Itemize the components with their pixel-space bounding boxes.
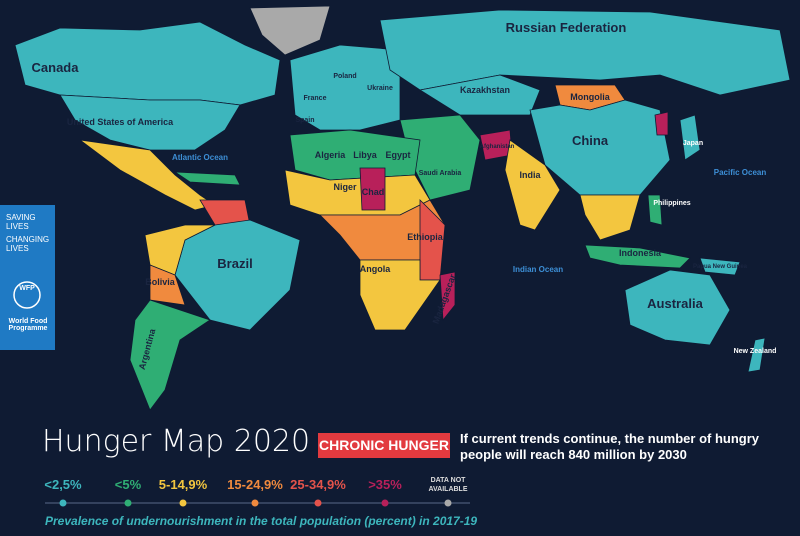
map-label: New Zealand bbox=[734, 348, 777, 355]
japan bbox=[679, 114, 701, 161]
logo-text: WFP bbox=[19, 285, 35, 292]
map-label: Afghanistan bbox=[480, 144, 515, 150]
greenland bbox=[249, 5, 331, 56]
legend: <2,5% <5% 5-14,9% 15-24,9% 25-34,9% >35% DATA … bbox=[44, 477, 468, 507]
legend-label: 15-24,9% bbox=[227, 477, 283, 492]
labels: Canada United States of America Russian … bbox=[32, 20, 777, 371]
map-label: France bbox=[304, 95, 327, 102]
new-zealand bbox=[747, 337, 766, 373]
map-label: Russian Federation bbox=[506, 20, 627, 35]
map-label: United States of America bbox=[67, 117, 174, 127]
map-label: Algeria bbox=[315, 150, 347, 160]
map-label: Ethiopia bbox=[407, 232, 443, 242]
legend-label: 5-14,9% bbox=[159, 477, 208, 492]
map-label: Ukraine bbox=[367, 85, 393, 92]
panel-line: SAVING bbox=[6, 213, 36, 222]
madagascar bbox=[439, 271, 456, 322]
headline: If current trends continue, the number o… bbox=[460, 431, 760, 462]
legend-label: >35% bbox=[368, 477, 402, 492]
logo-emblem bbox=[13, 281, 41, 309]
brazil bbox=[174, 219, 301, 331]
map-label: Saudi Arabia bbox=[419, 170, 462, 177]
map-label: Angola bbox=[360, 264, 391, 274]
map-label: Japan bbox=[683, 140, 703, 147]
legend-dot bbox=[179, 499, 187, 507]
map-label: China bbox=[572, 133, 609, 148]
map-label: Kazakhstan bbox=[460, 85, 510, 95]
badge: CHRONIC HUNGER bbox=[319, 437, 449, 453]
legend-dot bbox=[251, 499, 259, 507]
ocean-label: Pacific Ocean bbox=[714, 168, 767, 177]
ocean-label: Atlantic Ocean bbox=[172, 153, 228, 162]
map-label: Papua New Guinea bbox=[693, 264, 748, 270]
map-label: Chad bbox=[362, 187, 385, 197]
map-label: Bolivia bbox=[145, 277, 176, 287]
panel-line: LIVES bbox=[6, 244, 29, 253]
legend-dot bbox=[444, 499, 452, 507]
panel-line: CHANGING bbox=[6, 235, 49, 244]
map-label: Spain bbox=[295, 117, 314, 124]
chad bbox=[359, 167, 386, 211]
caption: Prevalence of undernourishment in the to… bbox=[45, 514, 478, 528]
wfp-panel bbox=[0, 205, 55, 350]
legend-dot bbox=[381, 499, 389, 507]
org-name: World Food Programme bbox=[8, 318, 48, 332]
map-label: Brazil bbox=[217, 256, 252, 271]
land bbox=[14, 5, 791, 411]
usa bbox=[59, 94, 241, 151]
russia bbox=[379, 9, 791, 96]
title: Hunger Map 2020 bbox=[42, 424, 311, 459]
legend-label: <2,5% bbox=[44, 477, 82, 492]
argentina bbox=[129, 299, 211, 411]
australia bbox=[624, 269, 731, 346]
panel-line: LIVES bbox=[6, 222, 29, 231]
legend-label: DATA NOT AVAILABLE bbox=[428, 477, 467, 493]
legend-dot bbox=[124, 499, 132, 507]
map-label: Philippines bbox=[653, 200, 690, 207]
legend-label: <5% bbox=[115, 477, 142, 492]
korea-japan bbox=[654, 111, 669, 136]
indonesia bbox=[584, 244, 691, 269]
map-label: Egypt bbox=[385, 150, 410, 160]
kazakhstan bbox=[418, 74, 541, 116]
map-label: Indonesia bbox=[619, 248, 662, 258]
india bbox=[504, 139, 561, 231]
ocean-label: Indian Ocean bbox=[513, 265, 563, 274]
legend-label: 25-34,9% bbox=[290, 477, 346, 492]
legend-dot bbox=[59, 499, 67, 507]
bolivia bbox=[149, 264, 186, 306]
caribbean bbox=[173, 171, 241, 186]
map-label: Libya bbox=[353, 150, 378, 160]
map-label: Niger bbox=[333, 182, 357, 192]
map-label: Mongolia bbox=[570, 92, 610, 102]
panel-text: SAVING LIVES CHANGING LIVES WFP bbox=[6, 213, 49, 309]
map-label: Australia bbox=[647, 296, 703, 311]
europe bbox=[289, 44, 401, 131]
map-label: Poland bbox=[333, 73, 356, 80]
map-label: India bbox=[519, 170, 541, 180]
philippines bbox=[647, 194, 663, 226]
badge-box bbox=[318, 433, 450, 458]
png bbox=[699, 257, 741, 276]
southern-africa bbox=[359, 259, 441, 331]
legend-dot bbox=[314, 499, 322, 507]
map-label: Canada bbox=[32, 60, 80, 75]
se-asia bbox=[579, 194, 641, 241]
